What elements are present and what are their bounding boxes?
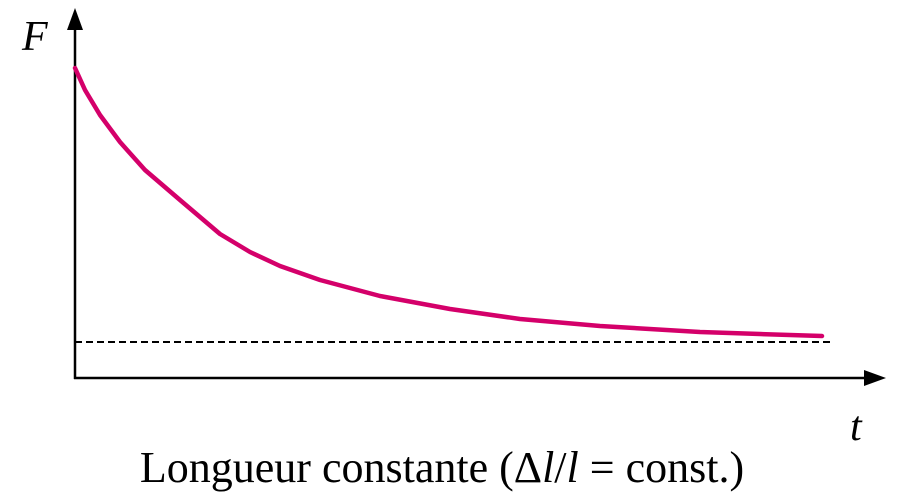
caption-part: /: [554, 443, 567, 492]
caption-part: Longueur constante (Δ: [140, 443, 542, 492]
x-axis-arrow: [864, 370, 886, 386]
caption-part: l: [567, 443, 579, 492]
force-curve: [72, 65, 825, 339]
y-axis-label: F: [21, 14, 48, 60]
caption-part: l: [542, 443, 554, 492]
caption: Longueur constante (Δl/l = const.): [140, 443, 744, 492]
caption-part: = const.): [579, 443, 744, 492]
y-axis-arrow: [67, 8, 83, 30]
x-axis-label: t: [850, 404, 863, 450]
